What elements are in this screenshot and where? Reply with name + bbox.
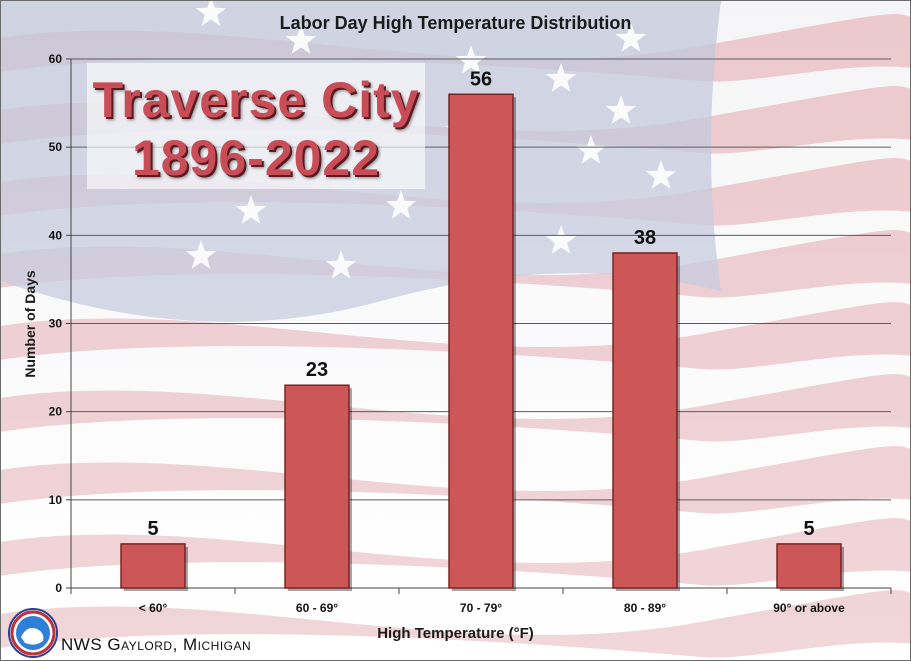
overlay-years: 1896-2022 — [131, 130, 381, 186]
bar-value-label: 38 — [634, 227, 656, 249]
y-axis-title: Number of Days — [22, 270, 38, 378]
overlay-location: Traverse City — [92, 72, 420, 128]
bar — [612, 252, 678, 589]
bar — [120, 543, 186, 589]
y-tick-label: 0 — [55, 581, 62, 595]
x-tick-label: 90° or above — [773, 601, 845, 615]
y-tick-label: 30 — [49, 317, 63, 331]
y-tick-label: 40 — [49, 228, 63, 242]
bar-value-label: 23 — [306, 359, 328, 381]
x-axis-title: High Temperature (°F) — [377, 625, 534, 642]
x-tick-label: 80 - 89° — [624, 601, 666, 615]
bar-value-label: 5 — [147, 518, 158, 540]
bar-value-label: 56 — [470, 68, 492, 90]
x-tick-label: 70 - 79° — [460, 601, 502, 615]
y-tick-label: 50 — [49, 140, 63, 154]
footer-credit: NWS Gaylord, Michigan — [61, 635, 252, 654]
x-tick-label: < 60° — [139, 601, 168, 615]
bar — [776, 543, 842, 589]
y-tick-label: 60 — [49, 52, 63, 66]
y-tick-label: 10 — [49, 493, 63, 507]
nws-logo-icon — [8, 608, 58, 658]
bar — [284, 384, 350, 589]
y-tick-label: 20 — [49, 405, 63, 419]
x-tick-label: 60 - 69° — [296, 601, 338, 615]
chart-title: Labor Day High Temperature Distribution — [279, 13, 632, 33]
bar-value-label: 5 — [803, 518, 814, 540]
overlay-panel — [87, 63, 425, 189]
bar — [448, 93, 514, 589]
